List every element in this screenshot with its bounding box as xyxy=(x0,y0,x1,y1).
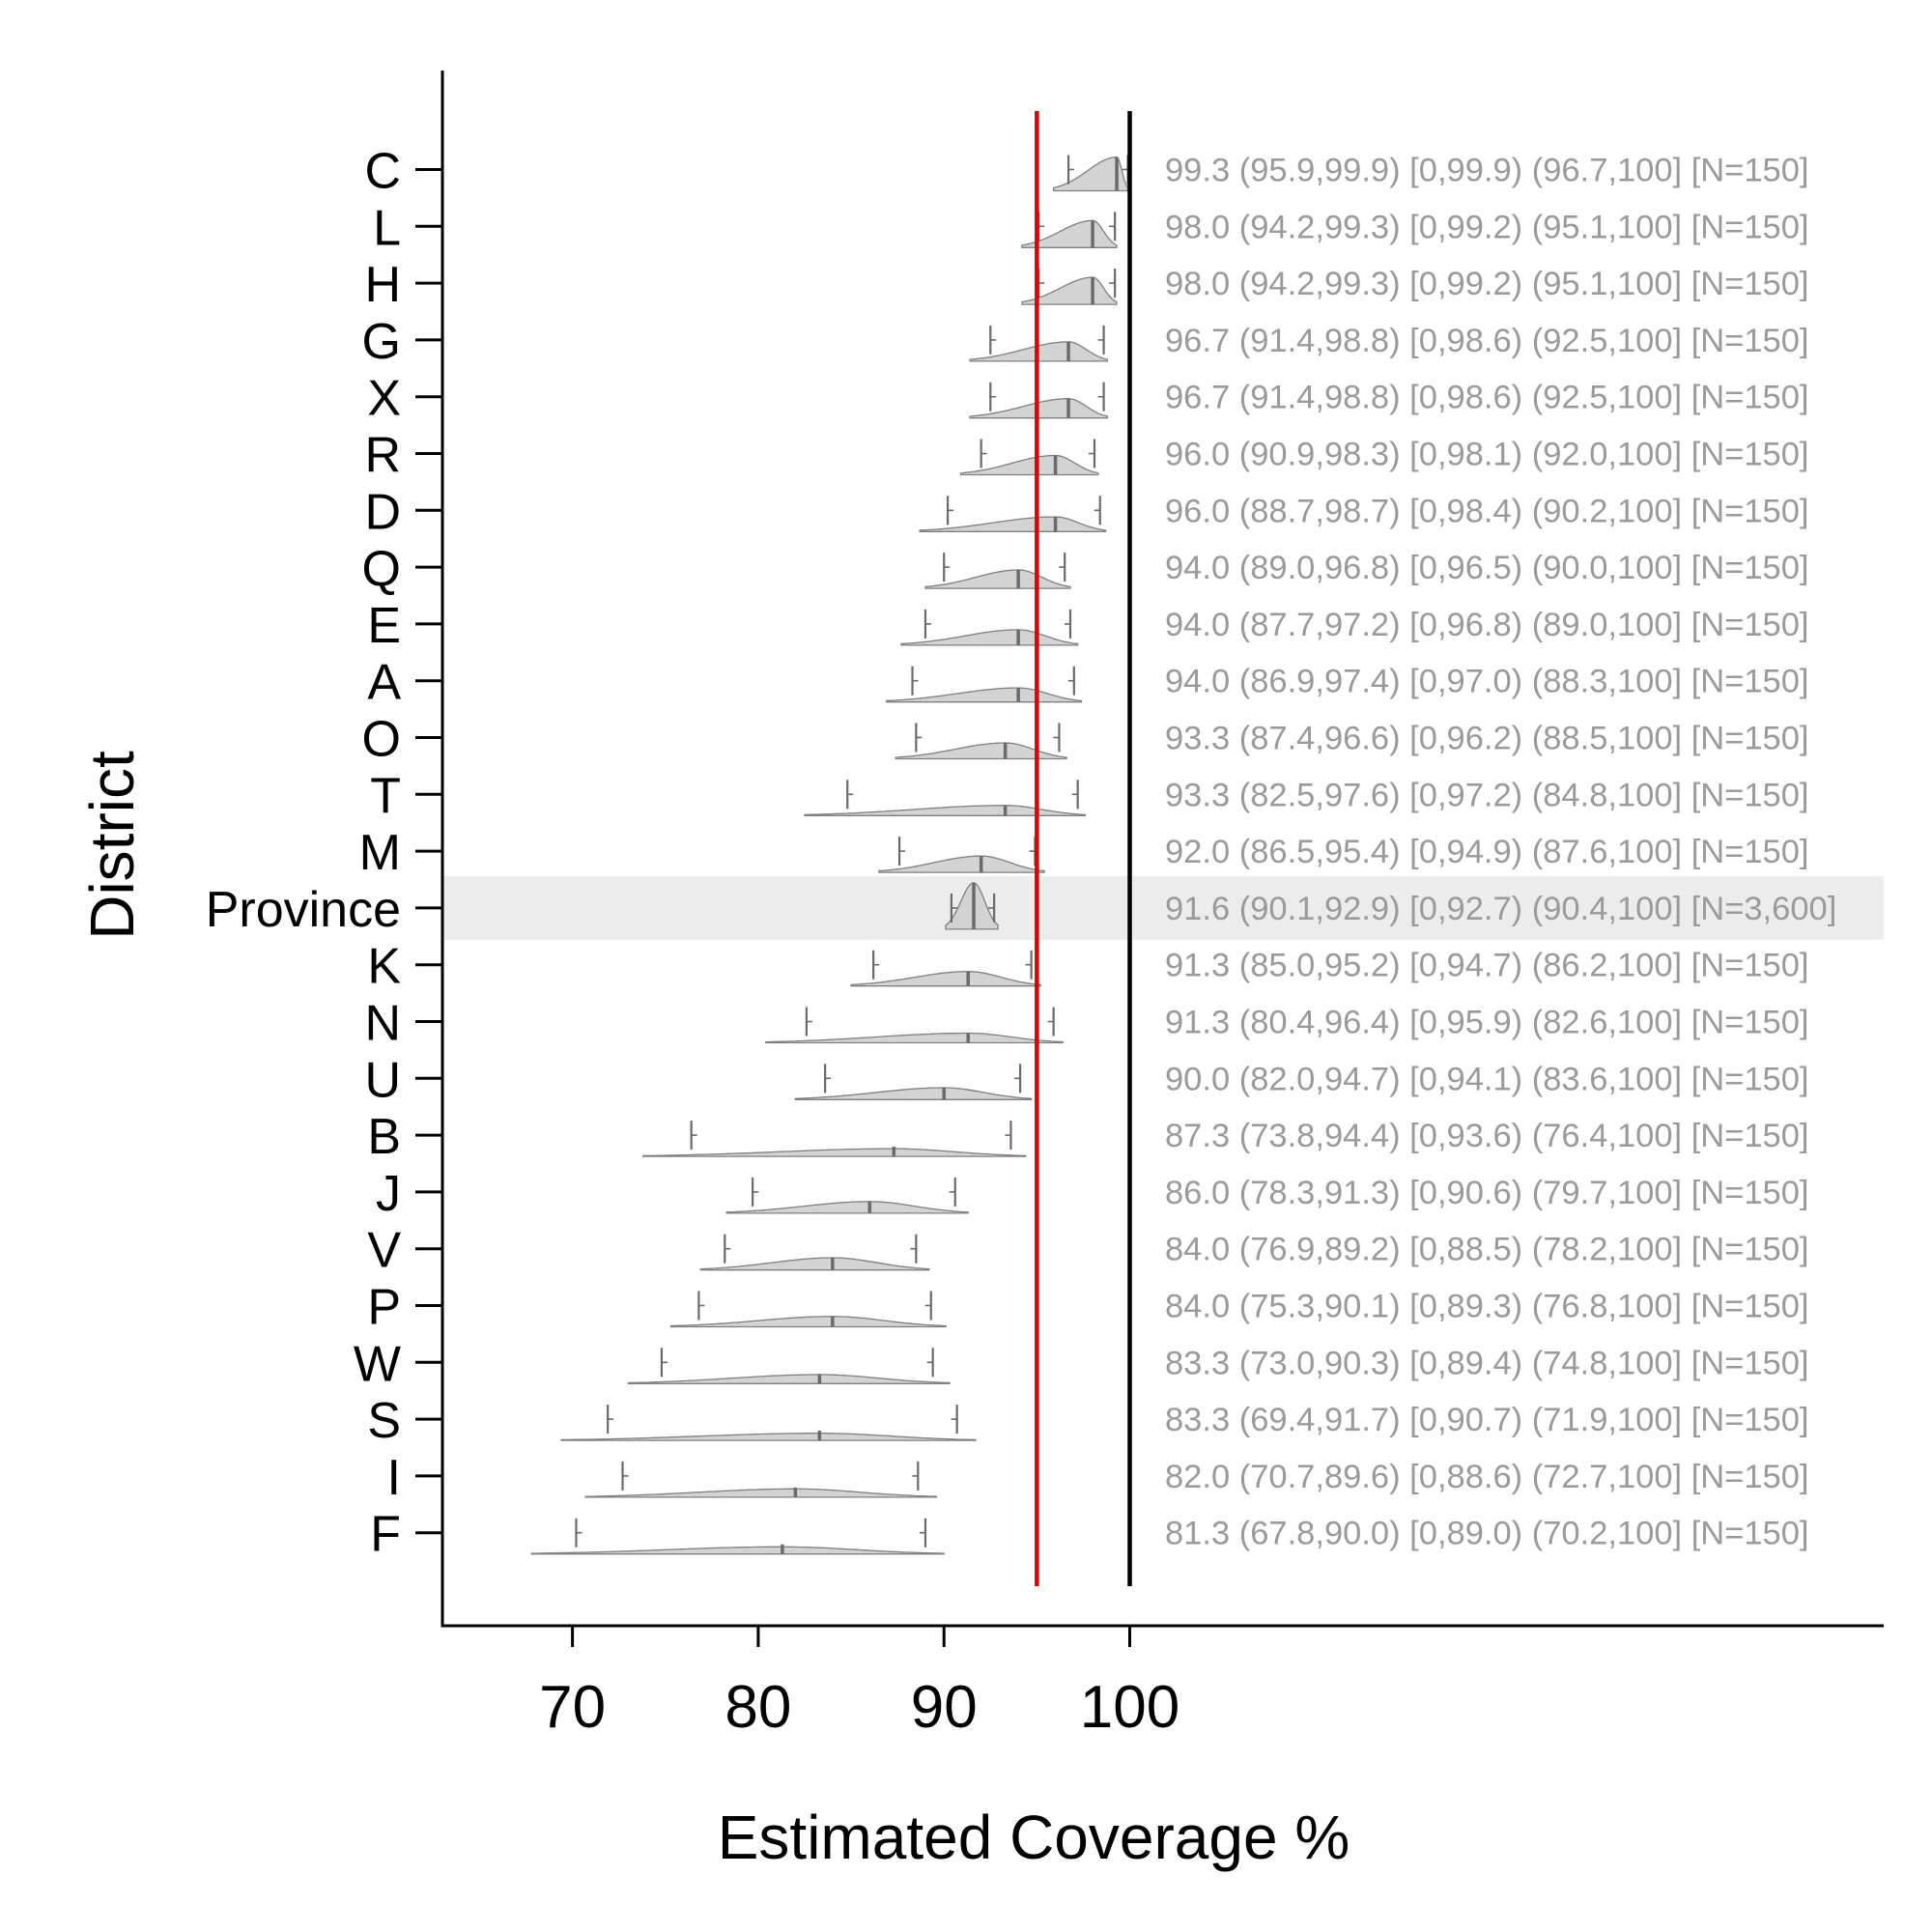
density-i xyxy=(584,1488,938,1498)
annotation-j: 86.0 (78.3,91.3) [0,90.6) (79.7,100] [N=… xyxy=(1165,1175,1809,1211)
annotation-d: 96.0 (88.7,98.7) [0,98.4) (90.2,100] [N=… xyxy=(1165,493,1809,529)
density-r xyxy=(959,454,1099,476)
annotation-a: 94.0 (86.9,97.4) [0,97.0) (88.3,100] [N=… xyxy=(1165,664,1809,700)
x-tick-label-100: 100 xyxy=(1080,1674,1179,1741)
annotation-q: 94.0 (89.0,96.8) [0,96.5) (90.0,100] [N=… xyxy=(1165,550,1809,586)
density-s xyxy=(560,1433,977,1441)
density-q xyxy=(924,569,1071,589)
x-axis-title: Estimated Coverage % xyxy=(718,1803,1350,1872)
annotation-province: 91.6 (90.1,92.9) [0,92.7) (90.4,100] [N=… xyxy=(1165,891,1836,927)
y-tick-label-u: U xyxy=(364,1052,401,1108)
y-tick-label-c: C xyxy=(364,144,401,200)
y-tick-label-l: L xyxy=(373,200,401,256)
density-layer xyxy=(530,155,1129,1555)
annotation-s: 83.3 (69.4,91.7) [0,90.7) (71.9,100] [N=… xyxy=(1165,1402,1809,1438)
y-tick-label-e: E xyxy=(367,598,401,654)
annotation-h: 98.0 (94.2,99.3) [0,99.2) (95.1,100] [N=… xyxy=(1165,266,1809,302)
annotation-n: 91.3 (80.4,96.4) [0,95.9) (82.6,100] [N=… xyxy=(1165,1005,1809,1041)
x-tick-label-80: 80 xyxy=(724,1674,791,1741)
density-m xyxy=(878,855,1045,873)
y-tick-label-t: T xyxy=(370,768,401,824)
y-tick-label-r: R xyxy=(364,428,401,484)
y-tick-label-q: Q xyxy=(362,541,401,597)
density-b xyxy=(642,1148,1027,1157)
density-f xyxy=(530,1546,945,1555)
y-tick-label-h: H xyxy=(364,257,401,313)
x-ticks: 70 80 90 100 xyxy=(539,1626,1179,1741)
density-p xyxy=(669,1316,947,1328)
y-tick-label-f: F xyxy=(370,1507,401,1563)
density-k xyxy=(850,971,1041,987)
density-a xyxy=(885,687,1083,703)
annotation-p: 84.0 (75.3,90.1) [0,89.3) (76.8,100] [N=… xyxy=(1165,1289,1809,1325)
y-tick-label-m: M xyxy=(359,825,401,881)
highlight-layer xyxy=(443,875,1884,940)
annotation-k: 91.3 (85.0,95.2) [0,94.7) (86.2,100] [N=… xyxy=(1165,948,1809,984)
annotation-c: 99.3 (95.9,99.9) [0,99.9) (96.7,100] [N=… xyxy=(1165,153,1809,189)
density-j xyxy=(725,1201,969,1214)
density-n xyxy=(764,1032,1064,1044)
annotation-v: 84.0 (76.9,89.2) [0,88.5) (78.2,100] [N=… xyxy=(1165,1232,1809,1268)
y-tick-label-b: B xyxy=(367,1109,401,1165)
x-tick-label-70: 70 xyxy=(539,1674,606,1741)
y-tick-label-g: G xyxy=(362,314,401,370)
y-tick-label-s: S xyxy=(367,1393,401,1449)
reference-lines xyxy=(1035,111,1132,1586)
annotation-i: 82.0 (70.7,89.6) [0,88.6) (72.7,100] [N=… xyxy=(1165,1459,1809,1495)
x-tick-label-90: 90 xyxy=(911,1674,978,1741)
annotation-w: 83.3 (73.0,90.3) [0,89.4) (74.8,100] [N=… xyxy=(1165,1345,1809,1381)
annotation-e: 94.0 (87.7,97.2) [0,96.8) (89.0,100] [N=… xyxy=(1165,607,1809,643)
annotation-o: 93.3 (87.4,96.6) [0,96.2) (88.5,100] [N=… xyxy=(1165,721,1809,757)
density-o xyxy=(895,742,1067,760)
density-v xyxy=(699,1257,930,1271)
y-tick-label-w: W xyxy=(354,1336,401,1392)
annotation-x: 96.7 (91.4,98.8) [0,98.6) (92.5,100] [N=… xyxy=(1165,380,1809,416)
density-w xyxy=(627,1374,951,1384)
y-tick-label-j: J xyxy=(376,1166,401,1222)
annotation-r: 96.0 (90.9,98.3) [0,98.1) (92.0,100] [N=… xyxy=(1165,437,1809,473)
density-e xyxy=(900,629,1079,646)
annotation-u: 90.0 (82.0,94.7) [0,94.1) (83.6,100] [N=… xyxy=(1165,1061,1809,1097)
y-tick-label-i: I xyxy=(387,1450,401,1506)
y-tick-label-o: O xyxy=(362,712,401,768)
density-u xyxy=(794,1087,1033,1100)
annotation-f: 81.3 (67.8,90.0) [0,89.0) (70.2,100] [N=… xyxy=(1165,1516,1809,1552)
row-annotations: 99.3 (95.9,99.9) [0,99.9) (96.7,100] [N=… xyxy=(1165,153,1836,1552)
y-tick-label-d: D xyxy=(364,484,401,540)
y-tick-label-n: N xyxy=(364,996,401,1052)
annotation-m: 92.0 (86.5,95.4) [0,94.9) (87.6,100] [N=… xyxy=(1165,834,1809,870)
y-tick-label-province: Province xyxy=(206,882,401,938)
annotation-t: 93.3 (82.5,97.6) [0,97.2) (84.8,100] [N=… xyxy=(1165,777,1809,813)
annotation-l: 98.0 (94.2,99.3) [0,99.2) (95.1,100] [N=… xyxy=(1165,209,1809,245)
y-tick-label-v: V xyxy=(367,1223,401,1279)
y-tick-label-k: K xyxy=(367,939,401,995)
y-tick-label-x: X xyxy=(367,371,401,427)
y-axis-title: District xyxy=(77,751,147,940)
density-t xyxy=(804,805,1087,816)
axes xyxy=(440,71,1884,1628)
annotation-b: 87.3 (73.8,94.4) [0,93.6) (76.4,100] [N=… xyxy=(1165,1118,1809,1154)
annotation-g: 96.7 (91.4,98.8) [0,98.6) (92.5,100] [N=… xyxy=(1165,323,1809,359)
density-d xyxy=(919,516,1107,532)
highlight-band-province xyxy=(443,875,1884,940)
y-tick-label-a: A xyxy=(367,655,401,711)
y-tick-label-p: P xyxy=(367,1280,401,1336)
